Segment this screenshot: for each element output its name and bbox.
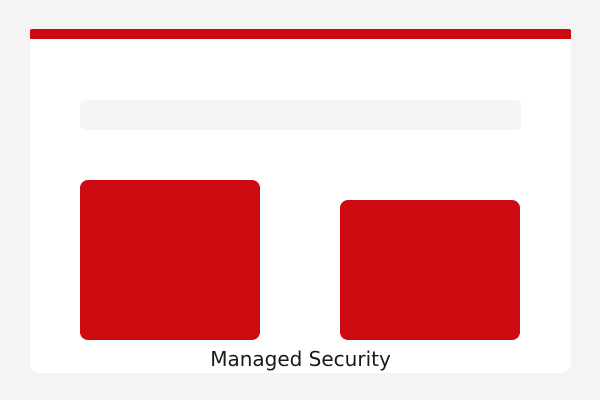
managed-security-card[interactable]: Managed Security bbox=[30, 29, 571, 373]
content-block-left bbox=[80, 180, 260, 340]
search-placeholder-bar bbox=[80, 100, 521, 130]
content-block-right bbox=[340, 200, 520, 340]
top-accent-bar bbox=[30, 29, 571, 39]
card-title: Managed Security bbox=[210, 347, 391, 371]
